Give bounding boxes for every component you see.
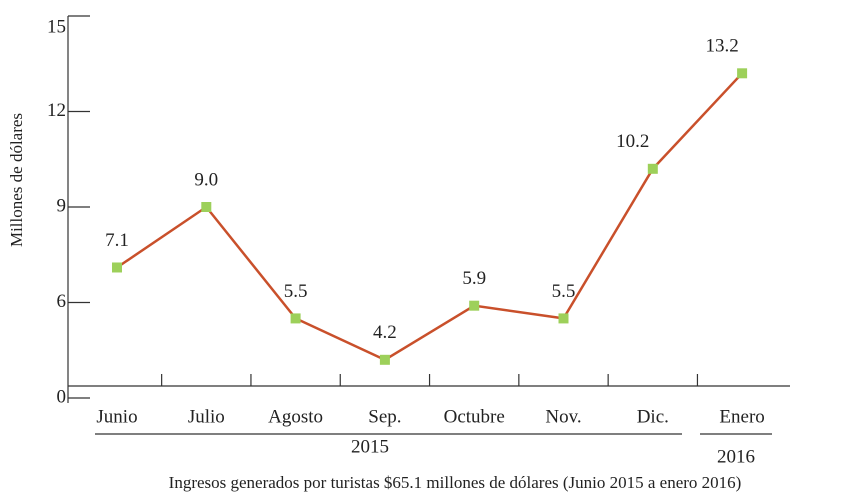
marker bbox=[201, 202, 212, 212]
caption: Ingresos generados por turistas $65.1 mi… bbox=[169, 473, 742, 492]
marker bbox=[112, 262, 122, 273]
data-label: 9.0 bbox=[194, 169, 218, 190]
y-tick-label: 15 bbox=[47, 16, 66, 37]
y-tick-label: 9 bbox=[57, 195, 67, 216]
x-tick-label: Octubre bbox=[444, 406, 505, 427]
year-label: 2015 bbox=[351, 436, 389, 457]
y-tick-label: 12 bbox=[47, 100, 66, 121]
data-label: 5.9 bbox=[462, 268, 486, 289]
y-tick-label: 6 bbox=[57, 291, 67, 312]
x-tick-label: Nov. bbox=[545, 406, 581, 427]
y-tick-label: 0 bbox=[57, 386, 67, 407]
y-axis-label: Millones de dólares bbox=[7, 113, 26, 247]
data-label: 4.2 bbox=[373, 322, 397, 343]
marker bbox=[469, 300, 480, 311]
marker bbox=[737, 68, 748, 79]
marker bbox=[558, 313, 569, 324]
x-tick-label: Dic. bbox=[637, 406, 669, 427]
x-tick-label: Sep. bbox=[368, 406, 401, 427]
data-label: 5.5 bbox=[284, 281, 308, 302]
x-tick-label: Agosto bbox=[268, 406, 323, 427]
year-label: 2016 bbox=[717, 446, 755, 467]
x-tick-label: Junio bbox=[96, 406, 137, 427]
data-label: 7.1 bbox=[105, 230, 129, 251]
marker bbox=[379, 354, 390, 365]
data-label: 13.2 bbox=[705, 36, 738, 57]
data-label: 5.5 bbox=[552, 281, 576, 302]
x-tick-label: Julio bbox=[188, 406, 225, 427]
marker bbox=[290, 313, 301, 324]
marker bbox=[647, 163, 658, 174]
x-tick-label: Enero bbox=[719, 406, 764, 427]
line bbox=[116, 72, 744, 362]
data-label: 10.2 bbox=[616, 131, 649, 152]
